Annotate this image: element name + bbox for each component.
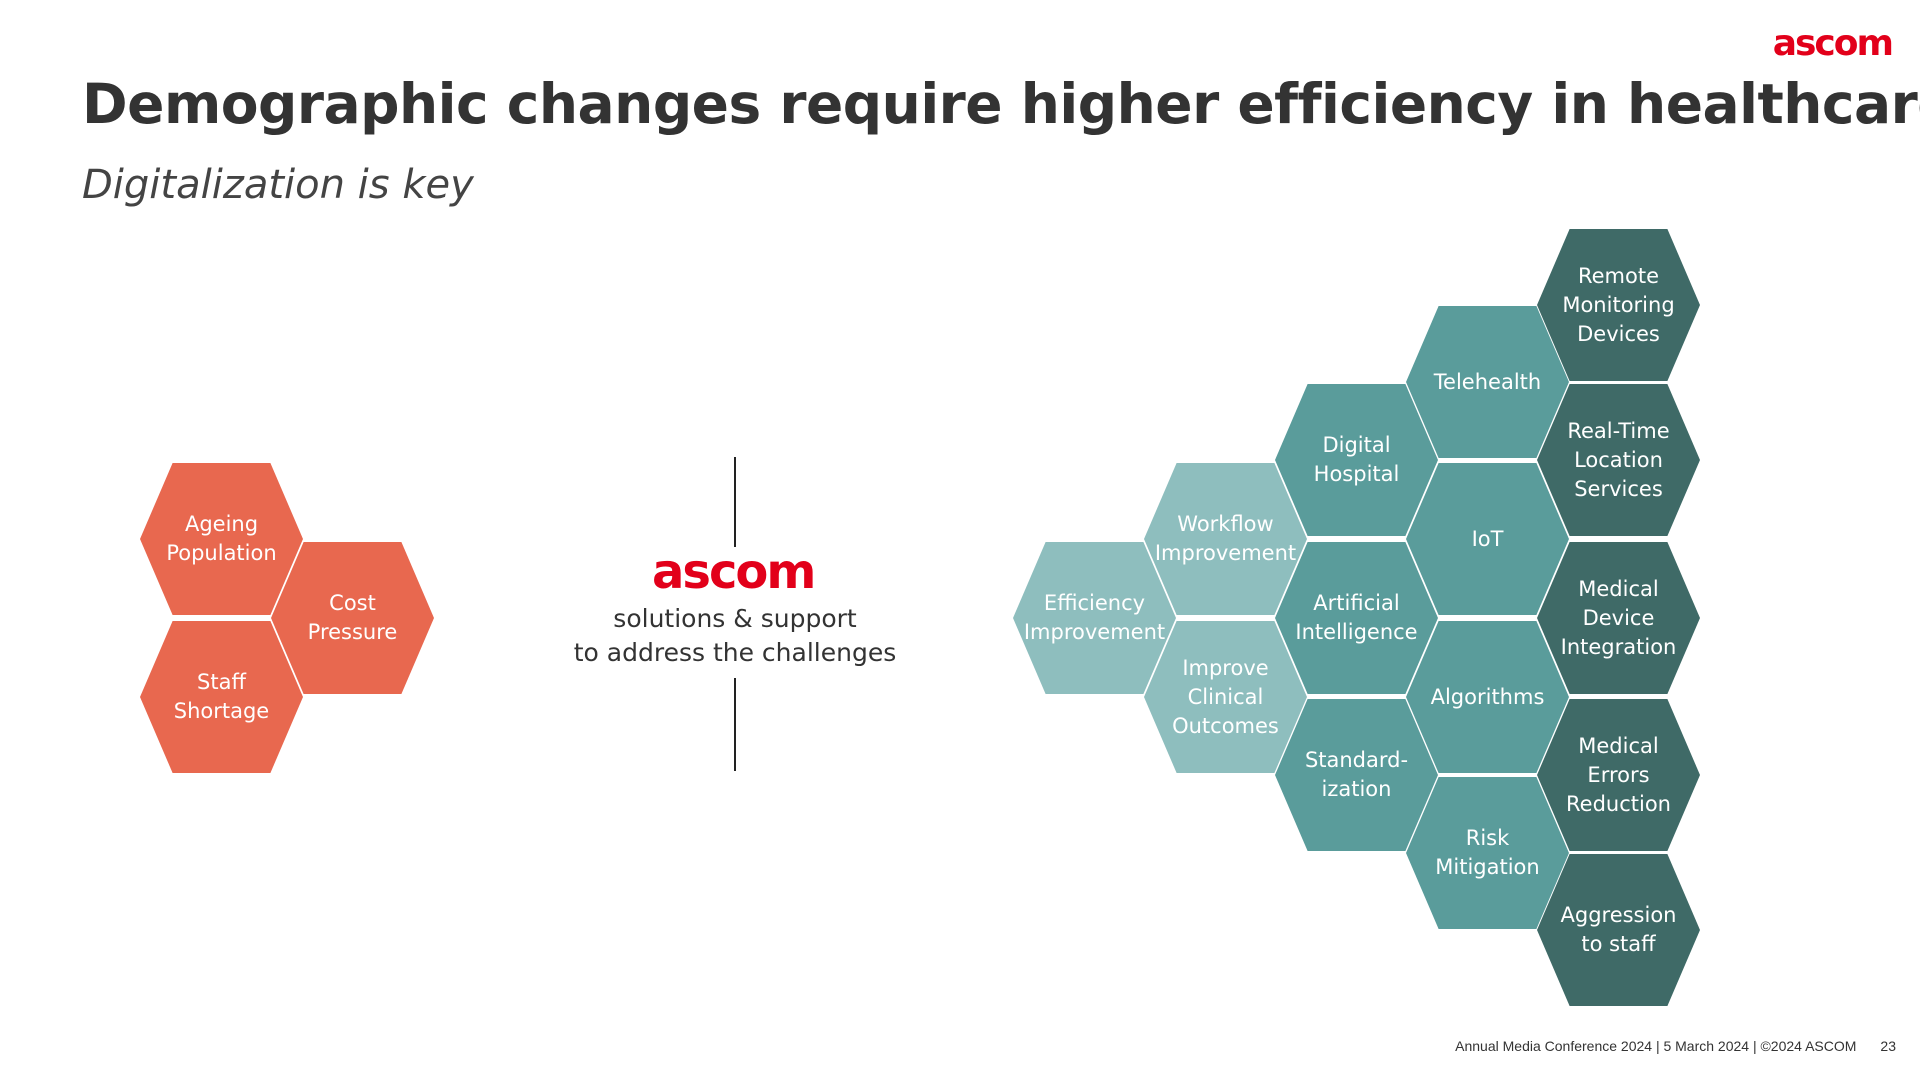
hex-label: Improve Clinical Outcomes	[1172, 655, 1279, 738]
hex-ageing-population: Ageing Population	[140, 463, 303, 615]
hex-label: Aggression to staff	[1560, 903, 1677, 956]
hex-label: Workflow Improvement	[1154, 512, 1297, 565]
divider-line-bottom	[734, 678, 736, 771]
hex-telehealth: Telehealth	[1406, 306, 1569, 458]
hex-label: Real-Time Location Services	[1567, 418, 1670, 501]
hex-algorithms: Algorithms	[1406, 621, 1569, 773]
hex-workflow-improvement: Workflow Improvement	[1144, 463, 1307, 615]
hex-label: Digital Hospital	[1313, 433, 1400, 486]
hex-risk-mitigation: Risk Mitigation	[1406, 777, 1569, 929]
hex-improve-clinical-outcomes: Improve Clinical Outcomes	[1144, 621, 1307, 773]
hex-iot: IoT	[1406, 463, 1569, 615]
hex-label: Algorithms	[1430, 684, 1545, 709]
hex-medical-errors-reduction: Medical Errors Reduction	[1537, 699, 1700, 851]
hex-label: Artificial Intelligence	[1295, 591, 1418, 644]
hex-label: Telehealth	[1433, 369, 1542, 394]
hex-label: IoT	[1471, 526, 1504, 551]
hex-remote-monitoring-devices: Remote Monitoring Devices	[1537, 229, 1700, 381]
hex-real-time-location-services: Real-Time Location Services	[1537, 384, 1700, 536]
hex-label: Medical Device Integration	[1560, 576, 1677, 659]
hex-artificial-intelligence: Artificial Intelligence	[1275, 542, 1438, 694]
slide-subtitle: Digitalization is key	[82, 162, 474, 208]
footer: Annual Media Conference 2024 | 5 March 2…	[1431, 1038, 1896, 1054]
hex-staff-shortage: Staff Shortage	[140, 621, 303, 773]
hex-medical-device-integration: Medical Device Integration	[1537, 542, 1700, 694]
hex-label: Standard- ization	[1304, 748, 1409, 801]
footer-text: Annual Media Conference 2024 | 5 March 2…	[1455, 1038, 1857, 1054]
center-caption-line-2: to address the challenges	[573, 638, 897, 667]
center-caption-line-1: solutions & support	[613, 604, 857, 633]
page-number: 23	[1880, 1038, 1896, 1054]
hex-efficiency-improvement: Efficiency Improvement	[1013, 542, 1176, 694]
hex-label: Ageing Population	[166, 512, 277, 565]
ascom-center-logo: ascom	[652, 544, 816, 600]
hex-digital-hospital: Digital Hospital	[1275, 384, 1438, 536]
hex-cost-pressure: Cost Pressure	[271, 542, 434, 694]
ascom-logo: ascom	[1772, 23, 1894, 64]
divider-line-top	[734, 457, 736, 547]
hex-label: Risk Mitigation	[1435, 826, 1540, 879]
hex-standardization: Standard- ization	[1275, 699, 1438, 851]
hex-aggression-to-staff: Aggression to staff	[1537, 854, 1700, 1006]
hex-label: Cost Pressure	[307, 591, 398, 644]
slide-title: Demographic changes require higher effic…	[82, 72, 1920, 136]
hex-label: Remote Monitoring Devices	[1562, 263, 1675, 346]
hex-label: Medical Errors Reduction	[1566, 733, 1671, 816]
hex-label: Efficiency Improvement	[1023, 591, 1166, 644]
center-caption: solutions & support to address the chall…	[545, 602, 925, 670]
hex-label: Staff Shortage	[173, 670, 270, 723]
